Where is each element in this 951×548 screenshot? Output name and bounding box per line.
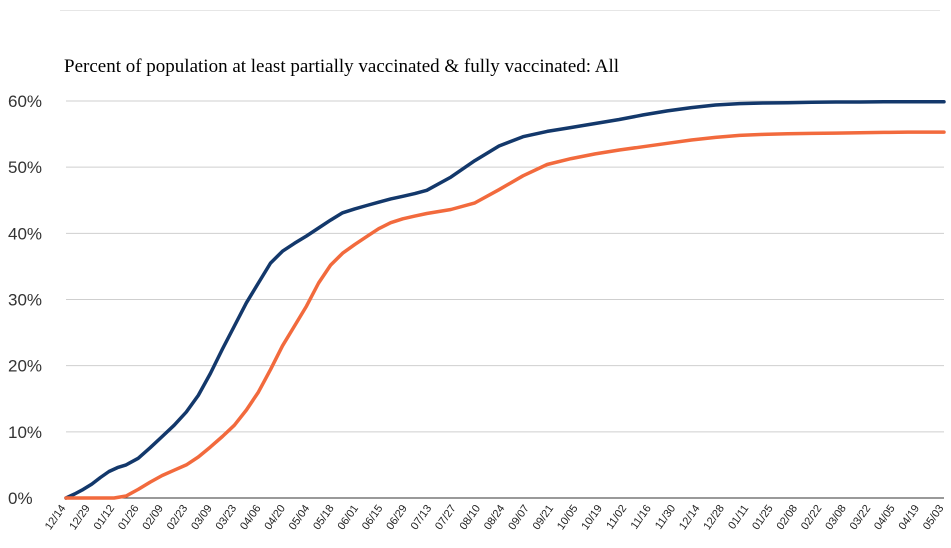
x-tick-label: 12/14 [677,503,703,532]
x-tick-label: 02/23 [165,503,191,532]
x-tick-label: 05/04 [287,503,313,532]
y-tick-label: 40% [8,224,42,243]
x-tick-label: 03/22 [848,503,874,532]
x-tick-label: 08/24 [482,503,508,532]
x-tick-label: 06/29 [384,503,410,532]
y-tick-label: 30% [8,291,42,310]
chart-title: Percent of population at least partially… [64,56,620,77]
x-tick-label: 12/29 [67,503,93,532]
top-divider [60,10,940,11]
y-tick-label: 50% [8,158,42,177]
x-tick-label: 11/16 [629,503,654,532]
x-tick-label: 04/05 [872,503,898,532]
x-tick-label: 09/07 [506,503,532,532]
x-tick-label: 10/05 [555,503,581,532]
x-tick-label: 04/20 [262,503,288,532]
x-tick-label: 12/28 [701,503,727,532]
x-tick-label: 10/19 [579,503,605,532]
series-line-2 [64,130,946,500]
x-tick-label: 09/21 [531,503,557,532]
x-tick-label: 03/23 [214,503,240,532]
y-tick-label: 0% [8,489,33,508]
x-tick-label: 11/30 [653,503,678,532]
x-tick-label: 02/08 [775,503,801,532]
x-tick-label: 05/18 [311,503,337,532]
series-lines [64,99,946,500]
x-tick-label: 03/08 [823,503,849,532]
x-tick-label: 08/10 [457,503,483,532]
x-tick-label: 01/11 [726,503,751,532]
y-tick-label: 10% [8,423,42,442]
series-line-1 [64,99,946,500]
x-tick-label: 04/06 [238,503,264,532]
y-axis-tick-labels: 0% 10% 20% 30% 40% 50% 60% [8,92,42,508]
x-tick-label: 01/26 [116,503,142,532]
x-tick-label: 01/25 [750,503,776,532]
x-tick-label: 07/27 [433,503,459,532]
y-tick-label: 20% [8,357,42,376]
x-tick-label: 07/13 [409,503,435,532]
gridlines [66,100,944,433]
x-tick-label: 02/22 [799,503,825,532]
x-tick-label: 05/03 [921,503,947,532]
x-axis-tick-labels: 12/1412/2901/1201/2602/0902/2303/0903/23… [43,503,947,532]
x-tick-label: 02/09 [140,503,166,532]
x-tick-label: 06/01 [336,503,362,532]
x-tick-label: 04/19 [896,503,922,532]
x-tick-label: 06/15 [360,503,386,532]
x-tick-label: 12/14 [43,503,69,532]
x-tick-label: 01/12 [92,503,118,532]
x-tick-label: 03/09 [189,503,215,532]
x-tick-label: 11/02 [604,503,629,532]
y-tick-label: 60% [8,92,42,111]
